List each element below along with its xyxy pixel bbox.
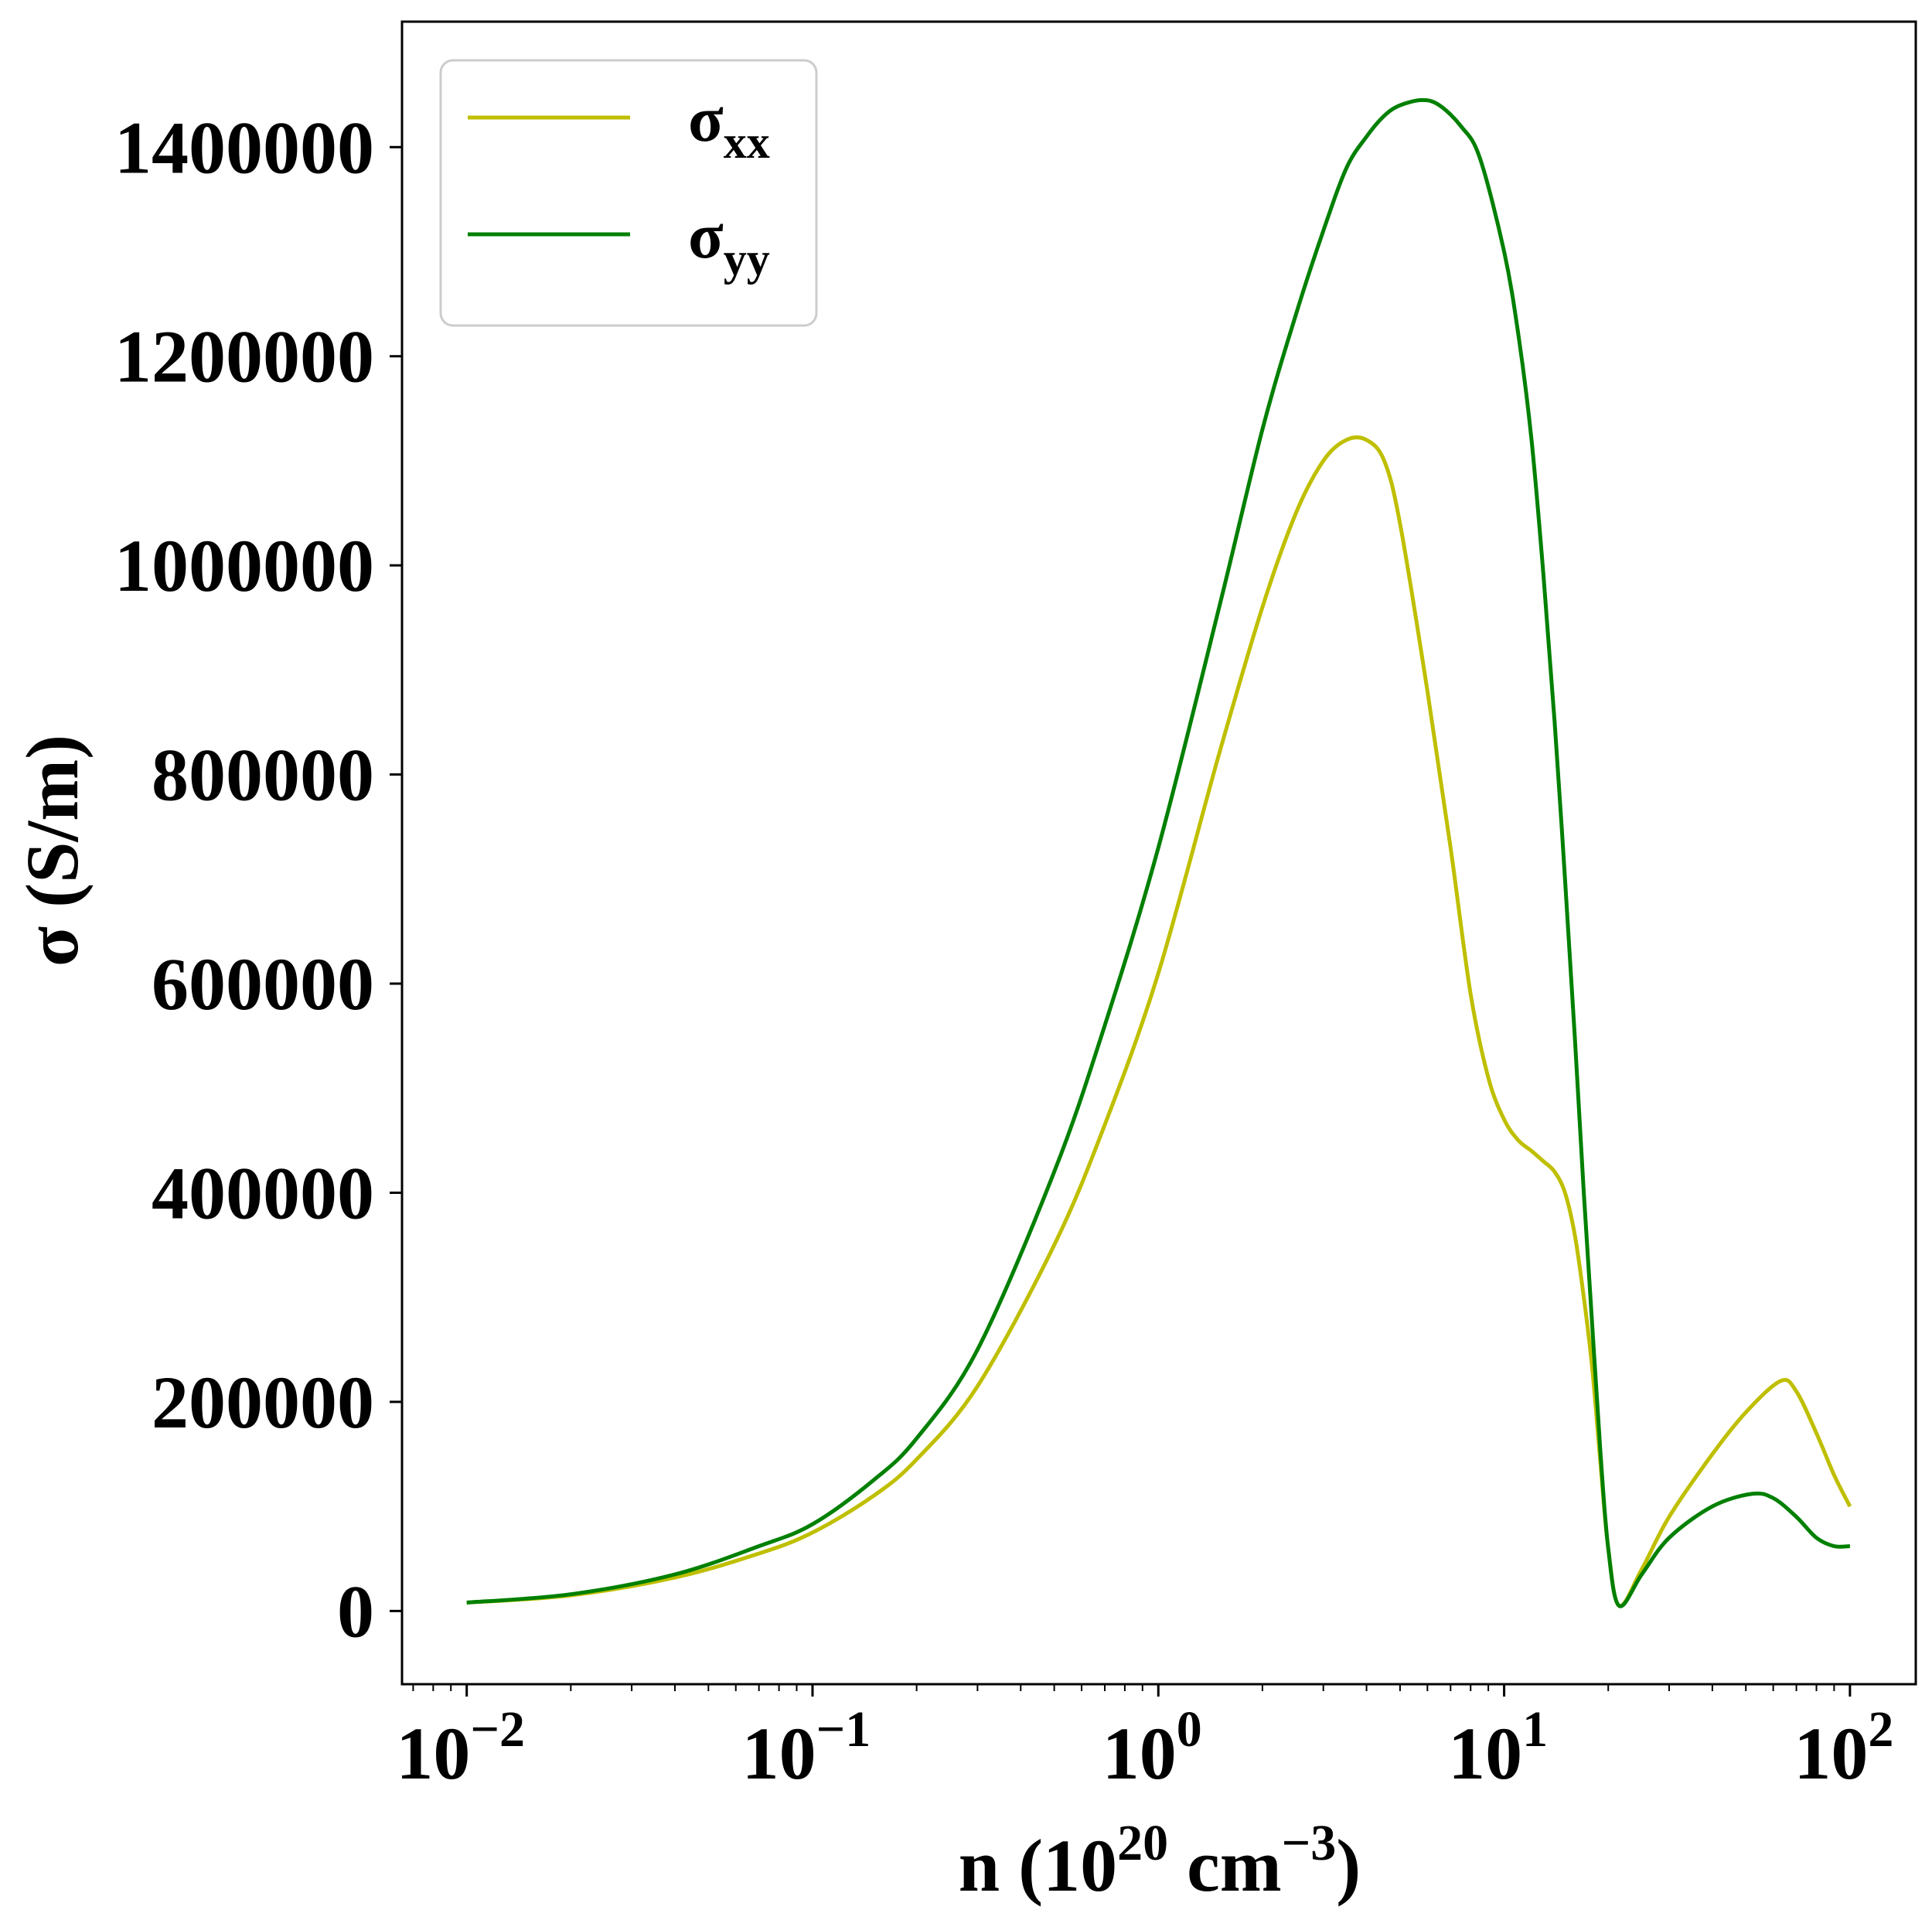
x-tick-label-exponent: 2 [1868,1701,1893,1758]
x-tick-label-exponent: 1 [1522,1701,1548,1758]
y-tick-label: 1400000 [114,106,374,189]
x-axis: 10−2 10−1 100 101 102 [396,1684,1893,1795]
series-layer [466,97,1852,1608]
x-tick-label-exponent: 0 [1177,1701,1202,1758]
y-axis-title: σ (S/m) [11,735,94,967]
plot-frame [400,20,1917,1686]
x-axis-title-sup2: −3 [1282,1815,1337,1871]
x-tick-label: 10−2 [396,1701,525,1795]
x-tick-label-exponent: −1 [816,1701,871,1758]
y-tick-label: 400000 [152,1151,374,1234]
legend-label-sigma-xx: σxx [688,84,770,168]
series-line-sigma-yy [466,97,1851,1608]
x-axis-title-pre: n (10 [959,1824,1117,1907]
x-axis-title-mid: cm [1168,1824,1282,1907]
y-axis: 0 200000 400000 600000 800000 1000000 1200000 1… [114,106,402,1652]
x-tick-label-base: 10 [1448,1712,1522,1795]
y-tick-label: 800000 [152,734,374,817]
legend-label-sigma-yy-sub: yy [724,234,770,285]
x-tick-label: 101 [1448,1701,1548,1795]
x-axis-title: n (1020 cm−3) [959,1815,1361,1907]
x-tick-label: 100 [1102,1701,1202,1795]
y-tick-label: 1200000 [114,315,374,398]
y-tick-label: 0 [337,1570,374,1652]
x-tick-label: 102 [1794,1701,1893,1795]
x-tick-label-base: 10 [396,1712,470,1795]
x-axis-title-sup1: 20 [1117,1815,1168,1871]
legend-label-sigma-yy-main: σ [688,200,724,272]
y-tick-label: 1000000 [114,524,374,607]
legend-label-sigma-xx-sub: xx [724,117,770,168]
y-tick-label: 600000 [152,943,374,1025]
legend-label-sigma-yy: σyy [688,200,770,285]
y-tick-label: 200000 [152,1361,374,1444]
x-tick-label-base: 10 [742,1712,816,1795]
x-tick-label-base: 10 [1102,1712,1177,1795]
x-tick-label: 10−1 [742,1701,871,1795]
x-tick-label-base: 10 [1794,1712,1868,1795]
legend: σxx σyy [439,59,818,327]
legend-box [439,59,818,327]
x-tick-label-exponent: −2 [470,1701,525,1758]
x-axis-title-post: ) [1336,1824,1361,1907]
legend-label-sigma-xx-main: σ [688,84,724,155]
